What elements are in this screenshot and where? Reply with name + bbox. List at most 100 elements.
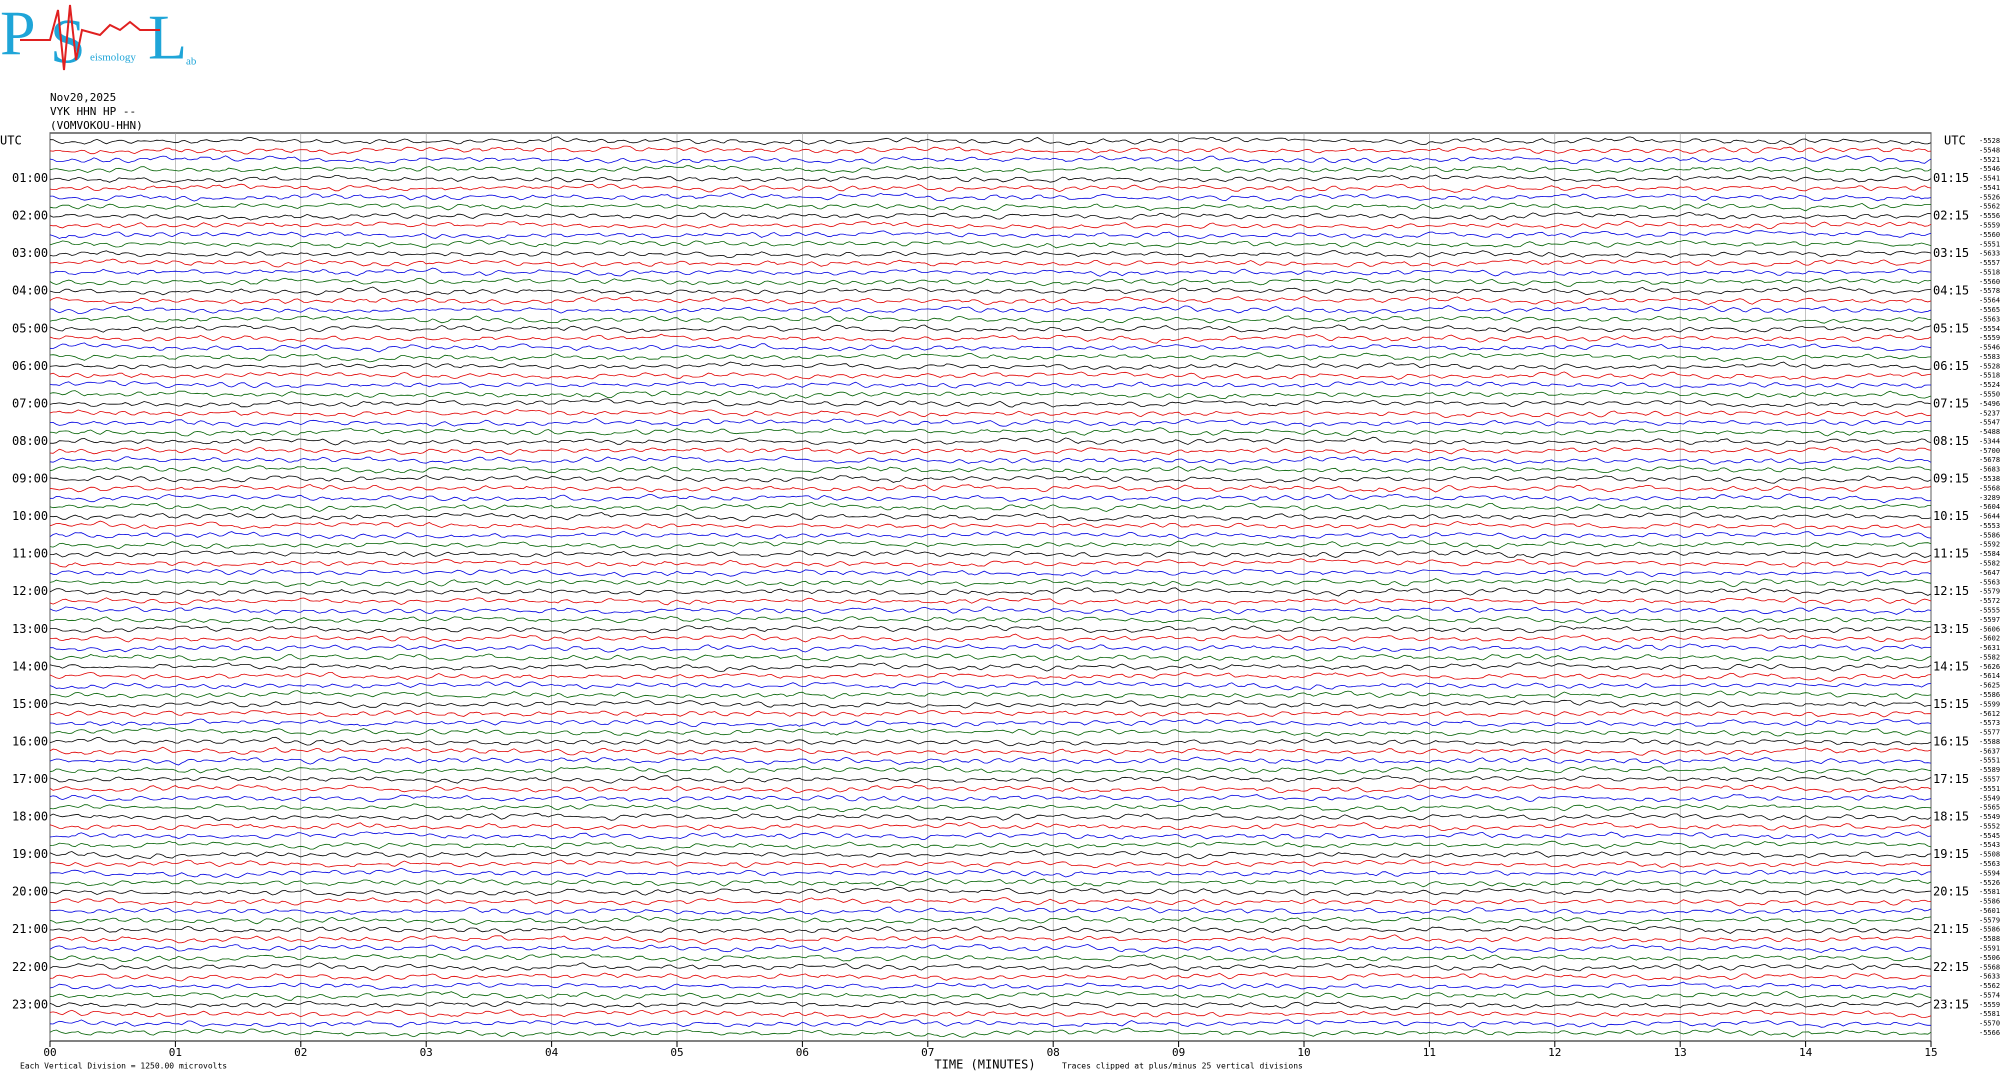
waveform xyxy=(49,474,1932,484)
hour-label-right: 15:15 xyxy=(1933,697,1969,711)
trace-offset: -5549 xyxy=(1979,794,2000,802)
waveform xyxy=(49,493,1932,504)
waveform xyxy=(49,962,1932,972)
trace-offset: -5597 xyxy=(1979,616,2000,624)
waveform xyxy=(49,653,1932,662)
x-tick-label: 15 xyxy=(1924,1046,1937,1059)
hour-label-right: 07:15 xyxy=(1933,396,1969,410)
trace-offset: -5606 xyxy=(1979,625,2000,633)
trace-offset: -5566 xyxy=(1979,1029,2000,1037)
trace-offset: -5506 xyxy=(1979,954,2000,962)
trace-offset: -5488 xyxy=(1979,428,2000,436)
trace-offset: -5572 xyxy=(1979,597,2000,605)
waveform xyxy=(49,229,1932,240)
trace-offset: -5591 xyxy=(1979,944,2000,952)
waveform xyxy=(49,587,1932,597)
hour-label-right: 05:15 xyxy=(1933,321,1969,335)
waveform xyxy=(49,333,1932,344)
trace-offset: -5588 xyxy=(1979,738,2000,746)
waveform xyxy=(49,239,1932,249)
trace-offset: -5579 xyxy=(1979,916,2000,924)
trace-offset: -5592 xyxy=(1979,541,2000,549)
trace-offset: -5604 xyxy=(1979,503,2000,511)
waveform xyxy=(49,436,1932,446)
trace-offset: -5562 xyxy=(1979,203,2000,211)
trace-offset: -5549 xyxy=(1979,813,2000,821)
trace-offset: -5586 xyxy=(1979,898,2000,906)
waveform xyxy=(49,1000,1932,1011)
waveform xyxy=(49,1027,1932,1038)
hour-label-left: 01:00 xyxy=(12,171,48,185)
hour-label-left: 18:00 xyxy=(12,810,48,824)
waveform xyxy=(49,352,1932,363)
trace-offset: -5552 xyxy=(1979,822,2000,830)
waveform xyxy=(49,671,1932,682)
waveform xyxy=(49,409,1932,418)
waveform xyxy=(49,380,1931,389)
logo-letter: L xyxy=(148,2,187,73)
trace-offset: -5644 xyxy=(1979,513,2000,521)
trace-offset: -5559 xyxy=(1979,334,2000,342)
logo-word: ab xyxy=(186,56,197,68)
hour-label-right: 12:15 xyxy=(1933,584,1969,598)
trace-offset: -5559 xyxy=(1979,222,2000,230)
x-tick-label: 02 xyxy=(294,1046,307,1059)
trace-offset: -5568 xyxy=(1979,963,2000,971)
hour-label-right: 03:15 xyxy=(1933,246,1969,260)
waveform xyxy=(49,145,1932,155)
waveform xyxy=(49,690,1932,700)
waveform xyxy=(49,840,1932,851)
trace-offset: -5551 xyxy=(1979,785,2000,793)
waveform xyxy=(49,398,1932,408)
hour-label-left: 20:00 xyxy=(12,885,48,899)
hour-label-left: 11:00 xyxy=(12,547,48,561)
waveform xyxy=(49,859,1932,869)
hour-label-right: 01:15 xyxy=(1933,171,1969,185)
trace-offset: -5237 xyxy=(1979,409,2000,417)
hour-label-right: 04:15 xyxy=(1933,284,1969,298)
waveform xyxy=(49,794,1932,803)
hour-label-left: 15:00 xyxy=(12,697,48,711)
hour-label-right: 09:15 xyxy=(1933,472,1969,486)
hour-label-right: 21:15 xyxy=(1933,922,1969,936)
trace-offset: -5528 xyxy=(1979,137,2000,145)
waveform xyxy=(50,633,1932,643)
waveform xyxy=(49,661,1932,672)
x-tick-label: 08 xyxy=(1047,1046,1060,1059)
waveform xyxy=(49,286,1932,296)
trace-offset: -5563 xyxy=(1979,315,2000,323)
trace-offset: -5524 xyxy=(1979,381,2000,389)
x-tick-label: 04 xyxy=(545,1046,559,1059)
waveform xyxy=(49,867,1932,879)
trace-offset: -5700 xyxy=(1979,447,2000,455)
trace-offset: -5564 xyxy=(1979,297,2000,305)
hour-label-right: 11:15 xyxy=(1933,547,1969,561)
trace-offset: -5560 xyxy=(1979,231,2000,239)
logo-wave xyxy=(20,4,160,71)
waveform xyxy=(49,812,1932,822)
waveform xyxy=(49,775,1932,784)
plot-frame xyxy=(49,132,1932,1042)
waveform xyxy=(50,192,1932,202)
trace-offset: -5601 xyxy=(1979,907,2000,915)
waveform xyxy=(49,418,1932,427)
hour-label-right: 17:15 xyxy=(1933,772,1969,786)
hour-label-left: 23:00 xyxy=(12,997,48,1011)
trace-offset: -5626 xyxy=(1979,663,2000,671)
waveform xyxy=(49,906,1932,915)
waveform xyxy=(49,718,1932,728)
trace-offset: -5546 xyxy=(1979,344,2000,352)
hour-label-left: 10:00 xyxy=(12,509,48,523)
waveform xyxy=(49,943,1932,953)
trace-offset: -5546 xyxy=(1979,165,2000,173)
trace-offset: -5557 xyxy=(1979,775,2000,783)
hour-label-right: 10:15 xyxy=(1933,509,1969,523)
waveform xyxy=(49,680,1932,691)
waveform xyxy=(49,501,1932,512)
trace-offset: -5584 xyxy=(1979,550,2000,558)
hour-label-left: 05:00 xyxy=(12,321,48,335)
waveform xyxy=(49,540,1932,550)
waveform xyxy=(49,784,1932,794)
trace-offset: -5625 xyxy=(1979,682,2000,690)
